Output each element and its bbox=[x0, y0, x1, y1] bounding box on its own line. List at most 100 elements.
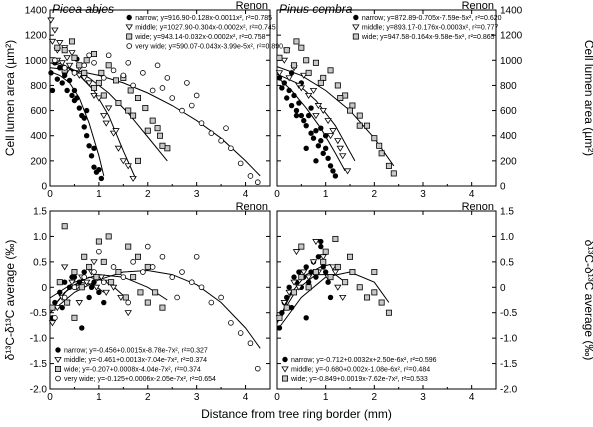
y-tick-label: -0.5 bbox=[30, 308, 48, 319]
legend-marker bbox=[281, 375, 288, 382]
data-point bbox=[313, 158, 319, 164]
data-point bbox=[308, 105, 314, 111]
data-point bbox=[102, 120, 110, 127]
data-point bbox=[98, 69, 105, 76]
y-tick-label: 400 bbox=[30, 131, 47, 142]
data-point bbox=[313, 127, 319, 134]
data-point bbox=[149, 87, 156, 94]
data-point bbox=[83, 107, 90, 114]
data-point bbox=[320, 74, 327, 81]
data-point bbox=[343, 168, 352, 175]
fit-line-wide bbox=[276, 271, 390, 331]
data-point bbox=[356, 122, 363, 129]
y-tick-label: 1200 bbox=[500, 31, 523, 42]
y-axis-label: δ¹³C-δ¹³C average (‰) bbox=[582, 240, 593, 361]
data-point bbox=[85, 80, 93, 87]
y-tick-label: -2.0 bbox=[30, 385, 48, 396]
data-point bbox=[356, 112, 363, 119]
data-point bbox=[144, 243, 151, 250]
data-point bbox=[193, 92, 200, 99]
data-point bbox=[52, 314, 58, 321]
legend-entry: middle; y=-0.680+0.002x-1.08e-6x², r²=0.… bbox=[291, 367, 430, 374]
data-point bbox=[86, 52, 92, 59]
data-point bbox=[285, 289, 293, 296]
data-point bbox=[319, 108, 327, 115]
plot-frame bbox=[276, 9, 497, 187]
data-point bbox=[298, 44, 305, 51]
data-point bbox=[154, 62, 161, 69]
data-point bbox=[68, 50, 76, 57]
data-point bbox=[109, 284, 118, 291]
legend-marker bbox=[282, 356, 288, 363]
data-point bbox=[156, 132, 163, 139]
data-point bbox=[291, 62, 298, 69]
data-point bbox=[59, 304, 65, 311]
data-point bbox=[105, 52, 112, 59]
data-point bbox=[91, 59, 97, 66]
data-point bbox=[110, 67, 117, 74]
data-point bbox=[338, 294, 347, 301]
site-label: Renon bbox=[462, 0, 494, 12]
y-tick-label: -0.5 bbox=[500, 308, 518, 319]
data-point bbox=[334, 82, 341, 89]
x-tick-label: 0 bbox=[47, 189, 53, 200]
data-point bbox=[290, 279, 298, 286]
data-point bbox=[144, 299, 151, 306]
data-point bbox=[309, 87, 318, 94]
y-tick-label: 800 bbox=[30, 81, 47, 92]
data-point bbox=[100, 279, 107, 286]
y-tick-label: 800 bbox=[500, 81, 517, 92]
legend-entry: wide; y=-0.849+0.0019x-7.62e-7x², r²=0.5… bbox=[290, 376, 428, 383]
data-point bbox=[54, 76, 61, 82]
data-point bbox=[247, 173, 254, 179]
data-point bbox=[371, 269, 378, 276]
data-point bbox=[130, 112, 137, 119]
y-tick-label: -1.5 bbox=[30, 359, 48, 370]
data-point bbox=[325, 279, 331, 285]
y-tick-label: 600 bbox=[500, 106, 517, 117]
site-label: Renon bbox=[236, 201, 268, 213]
y-tick-label: 1.0 bbox=[500, 232, 514, 243]
data-point bbox=[48, 38, 57, 45]
data-point bbox=[317, 79, 324, 86]
data-point bbox=[304, 274, 313, 281]
data-point bbox=[83, 133, 90, 139]
data-point bbox=[144, 127, 151, 134]
data-point bbox=[279, 310, 285, 316]
data-point bbox=[120, 274, 127, 280]
data-point bbox=[53, 305, 62, 312]
plot-frame bbox=[49, 9, 271, 187]
y-tick-label: 1000 bbox=[25, 56, 48, 67]
legend: narrow; y=-0.712+0.0032x+2.50e-6x², r²=0… bbox=[281, 356, 437, 383]
data-point bbox=[188, 102, 195, 109]
data-point bbox=[120, 72, 127, 79]
legend-entry: very wide; y=590.07-0.043x-3.99e-5x², r²… bbox=[135, 44, 283, 51]
data-point bbox=[286, 87, 292, 94]
legend-entry: middle; y=893.17-0.176x-0.0003x², r²=0.7… bbox=[362, 25, 499, 32]
y-tick-label: -2.0 bbox=[500, 385, 518, 396]
data-point bbox=[71, 54, 78, 61]
data-point bbox=[100, 258, 107, 265]
data-point bbox=[322, 145, 329, 151]
data-point bbox=[327, 294, 334, 301]
data-point bbox=[90, 259, 98, 266]
data-point bbox=[291, 92, 297, 99]
y-tick-label: 0 bbox=[41, 283, 47, 294]
data-point bbox=[76, 62, 83, 69]
data-point bbox=[75, 72, 84, 79]
x-tick-label: 0 bbox=[274, 392, 280, 403]
data-point bbox=[71, 314, 78, 321]
data-point bbox=[159, 304, 166, 311]
data-point bbox=[315, 254, 322, 260]
y-tick-label: 600 bbox=[30, 106, 47, 117]
data-point bbox=[159, 253, 166, 260]
data-point bbox=[101, 299, 107, 306]
data-point bbox=[81, 269, 87, 275]
data-point bbox=[63, 55, 71, 62]
data-point bbox=[378, 150, 385, 157]
data-point bbox=[88, 284, 95, 290]
data-point bbox=[110, 264, 117, 270]
data-point bbox=[164, 145, 171, 152]
data-point bbox=[60, 264, 69, 271]
data-point bbox=[332, 235, 339, 242]
